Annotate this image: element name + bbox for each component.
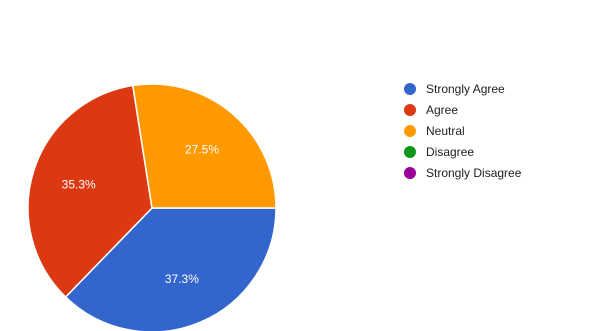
- legend-marker: [404, 125, 416, 137]
- legend-label: Agree: [426, 103, 458, 117]
- slice-value-label: 27.5%: [185, 143, 219, 157]
- legend-marker: [404, 167, 416, 179]
- slice-value-label: 37.3%: [165, 272, 199, 286]
- legend-marker: [404, 83, 416, 95]
- pie-slice-labels: 37.3% 35.3% 27.5%: [62, 143, 220, 286]
- legend-label: Strongly Agree: [426, 82, 505, 96]
- slice-value-label: 35.3%: [62, 178, 96, 192]
- legend-label: Strongly Disagree: [426, 166, 522, 180]
- pie-slice-agree: [27, 84, 153, 299]
- legend-label: Neutral: [426, 124, 465, 138]
- pie-slice-neutral: [131, 83, 277, 209]
- legend-label: Disagree: [426, 145, 474, 159]
- legend-marker: [404, 146, 416, 158]
- pie-slices: [27, 83, 277, 331]
- legend: Strongly Agree Agree Neutral Disagree Strong…: [404, 82, 522, 180]
- legend-marker: [404, 104, 416, 116]
- pie-slice-strongly-agree: [64, 207, 277, 331]
